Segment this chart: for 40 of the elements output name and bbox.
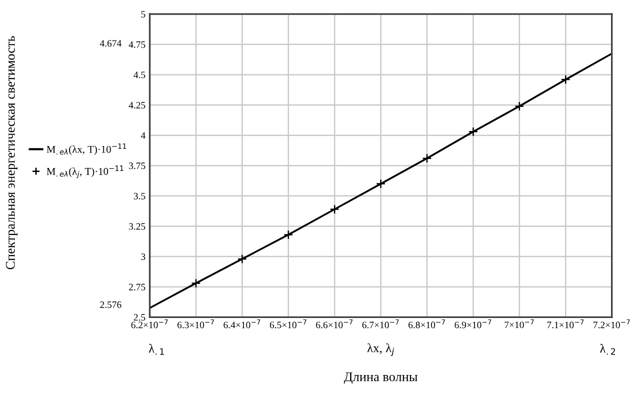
y-tick-label: 3.75 bbox=[129, 162, 146, 170]
legend-label: M$_{.eλ}$(λx, T)·10$^{−11}$ bbox=[46, 143, 126, 155]
point bbox=[560, 74, 570, 84]
y-tick-label: 4.75 bbox=[128, 41, 146, 48]
x-tick-label: 6.6×10$^{−7}$ bbox=[316, 319, 353, 328]
text: 2.576 bbox=[100, 301, 122, 308]
text: λ$_{.1}$ bbox=[148, 344, 164, 355]
x-tick-label: 6.9×10$^{−7}$ bbox=[454, 319, 492, 328]
point bbox=[330, 204, 340, 214]
x-tick-label: 6.8×10$^{−7}$ bbox=[408, 319, 445, 328]
text: 4.674 bbox=[100, 40, 122, 47]
y-tick-label: 4.5 bbox=[134, 72, 146, 78]
text: λx, λ$_{j}$ bbox=[367, 343, 394, 356]
x-axis-title: Длина волны bbox=[344, 372, 418, 384]
y-tick-label: 2.75 bbox=[129, 284, 146, 290]
x-tick-label: 7.1×10$^{−7}$ bbox=[547, 319, 584, 328]
point bbox=[422, 154, 432, 164]
x-tick-label: 7×10$^{−7}$ bbox=[504, 319, 534, 328]
x-tick-label: 6.5×10$^{−7}$ bbox=[270, 319, 306, 328]
x-tick-label: 6.7×10$^{−7}$ bbox=[362, 319, 399, 328]
point bbox=[191, 278, 201, 288]
x-tick-label: 7.2×10$^{−7}$ bbox=[594, 319, 630, 328]
line-series bbox=[150, 52, 612, 309]
point bbox=[514, 101, 524, 112]
point bbox=[468, 126, 478, 136]
point bbox=[376, 179, 386, 189]
y-tick-label: 2.5 bbox=[134, 314, 146, 321]
y-tick-label: 4.25 bbox=[128, 102, 146, 109]
y-tick-label: 5 bbox=[141, 11, 146, 18]
x-tick-label: 6.4×10$^{−7}$ bbox=[224, 319, 260, 328]
y-tick-label: 3 bbox=[141, 253, 146, 260]
legend-label: M$_{.eλ}$(λ$_{j}$, T)·10$^{−11}$ bbox=[46, 166, 124, 178]
point bbox=[284, 230, 294, 240]
y-tick-label: 3.5 bbox=[134, 192, 146, 200]
point bbox=[237, 254, 247, 264]
y-tick-label: 3.25 bbox=[129, 223, 146, 230]
text: Спектральная энергетическая светимость bbox=[6, 36, 18, 270]
y-tick-label: 4 bbox=[140, 132, 146, 139]
text: λ$_{.2}$ bbox=[600, 344, 616, 355]
x-tick-label: 6.3×10$^{−7}$ bbox=[177, 319, 214, 328]
